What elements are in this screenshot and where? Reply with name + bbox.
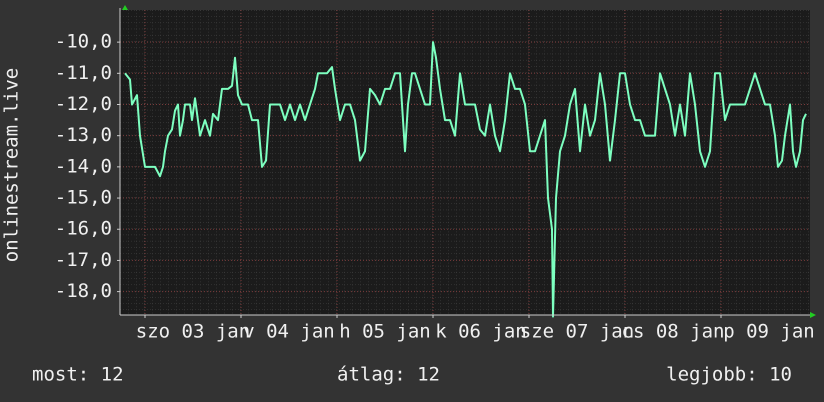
x-tick-label: p 09 jan — [723, 321, 815, 343]
labels: -10,0 -11,0 -12,0 -13,0 -14,0 -15,0 -16,0 -17,0… — [55, 31, 815, 343]
y-tick-label: -14,0 — [55, 155, 112, 177]
y-tick-label: -17,0 — [55, 249, 112, 271]
x-tick-label: szo 03 jan — [136, 321, 250, 343]
y-axis-title: onlinestream.live — [1, 68, 23, 262]
x-tick-label: h 05 jan — [339, 321, 431, 343]
y-tick-label: -15,0 — [55, 187, 112, 209]
plot — [124, 41, 807, 318]
y-tick-label: -12,0 — [55, 93, 112, 115]
x-tick-label: k 06 jan — [435, 321, 527, 343]
footer-current: most: 12 — [32, 364, 124, 386]
line — [124, 41, 807, 318]
y-tick-label: -10,0 — [55, 31, 112, 53]
y-arrow — [122, 5, 128, 10]
y-tick-label: -11,0 — [55, 62, 112, 84]
x-tick-label: sze 07 jan — [520, 321, 634, 343]
y-tick-label: -18,0 — [55, 280, 112, 302]
x-tick-label: cs 08 jan — [622, 321, 725, 343]
y-tick-label: -13,0 — [55, 124, 112, 146]
footer-average: átlag: 12 — [337, 364, 440, 386]
x-tick-label: v 04 jan — [243, 321, 335, 343]
x-arrow — [810, 312, 816, 318]
y-tick-label: -16,0 — [55, 218, 112, 240]
footer-best: legjobb: 10 — [666, 364, 792, 386]
